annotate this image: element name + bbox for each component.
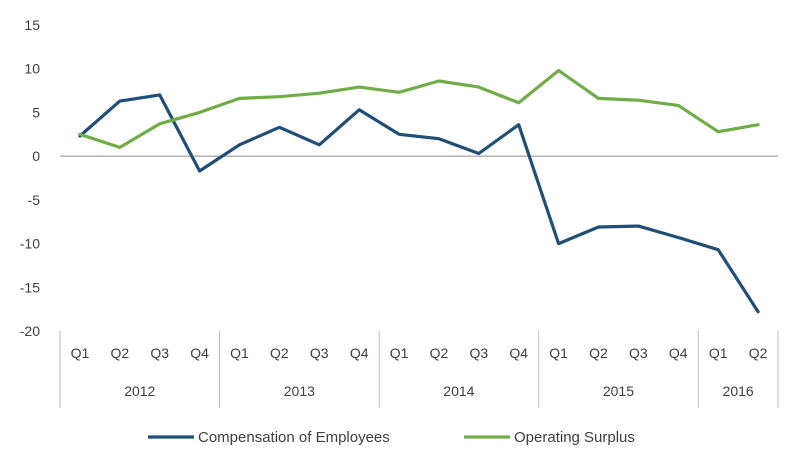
- legend: Compensation of Employees Operating Surpl…: [148, 429, 635, 446]
- y-tick-label: 15: [24, 17, 40, 33]
- x-tick-label: Q1: [390, 345, 409, 361]
- x-tick-label: Q2: [589, 345, 608, 361]
- series-line-2: [78, 68, 760, 149]
- series-layer: [78, 68, 760, 314]
- x-tick-label: Q3: [150, 345, 169, 361]
- x-tick-label: Q2: [110, 345, 129, 361]
- series-line-1: [78, 93, 760, 314]
- x-tick-label: Q3: [310, 345, 329, 361]
- x-tick-label: Q1: [71, 345, 90, 361]
- x-tick-label: Q2: [270, 345, 289, 361]
- x-tick-label: Q3: [469, 345, 488, 361]
- x-group-label: 2012: [124, 383, 155, 399]
- x-tick-label: Q1: [549, 345, 568, 361]
- y-axis: 15 10 5 0 -5 -10 -15 -20: [20, 17, 778, 339]
- x-tick-label: Q4: [350, 345, 369, 361]
- y-tick-label: -20: [20, 323, 40, 339]
- y-tick-label: 0: [32, 148, 40, 164]
- x-tick-label: Q3: [629, 345, 648, 361]
- x-tick-label: Q2: [749, 345, 768, 361]
- y-tick-label: 5: [32, 104, 40, 120]
- x-group-label: 2013: [284, 383, 315, 399]
- x-tick-label: Q4: [509, 345, 528, 361]
- x-group-label: 2016: [723, 383, 754, 399]
- y-tick-label: -5: [28, 192, 41, 208]
- x-tick-label: Q1: [230, 345, 249, 361]
- x-axis: Q1 Q2 Q3 Q4 Q1 Q2 Q3 Q4 Q1 Q2 Q3 Q4 Q1 Q2 Q3 Q4 Q1 Q2 2012…: [59, 331, 779, 408]
- y-tick-label: 10: [24, 61, 40, 77]
- legend-label: Compensation of Employees: [198, 429, 390, 446]
- x-group-label: 2015: [603, 383, 634, 399]
- x-tick-label: Q2: [430, 345, 449, 361]
- x-tick-label: Q4: [190, 345, 209, 361]
- y-tick-label: -15: [20, 279, 40, 295]
- x-group-label: 2014: [443, 383, 474, 399]
- x-tick-label: Q4: [669, 345, 688, 361]
- y-tick-label: -10: [20, 236, 40, 252]
- x-tick-label: Q1: [709, 345, 728, 361]
- legend-label: Operating Surplus: [514, 429, 635, 446]
